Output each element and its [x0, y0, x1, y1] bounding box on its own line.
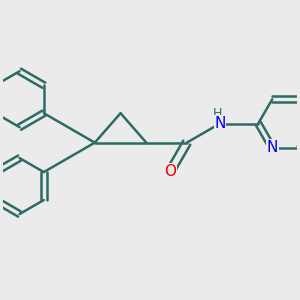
- Text: N: N: [266, 140, 278, 155]
- Text: O: O: [164, 164, 176, 179]
- Text: N: N: [214, 116, 226, 131]
- Text: H: H: [212, 107, 222, 120]
